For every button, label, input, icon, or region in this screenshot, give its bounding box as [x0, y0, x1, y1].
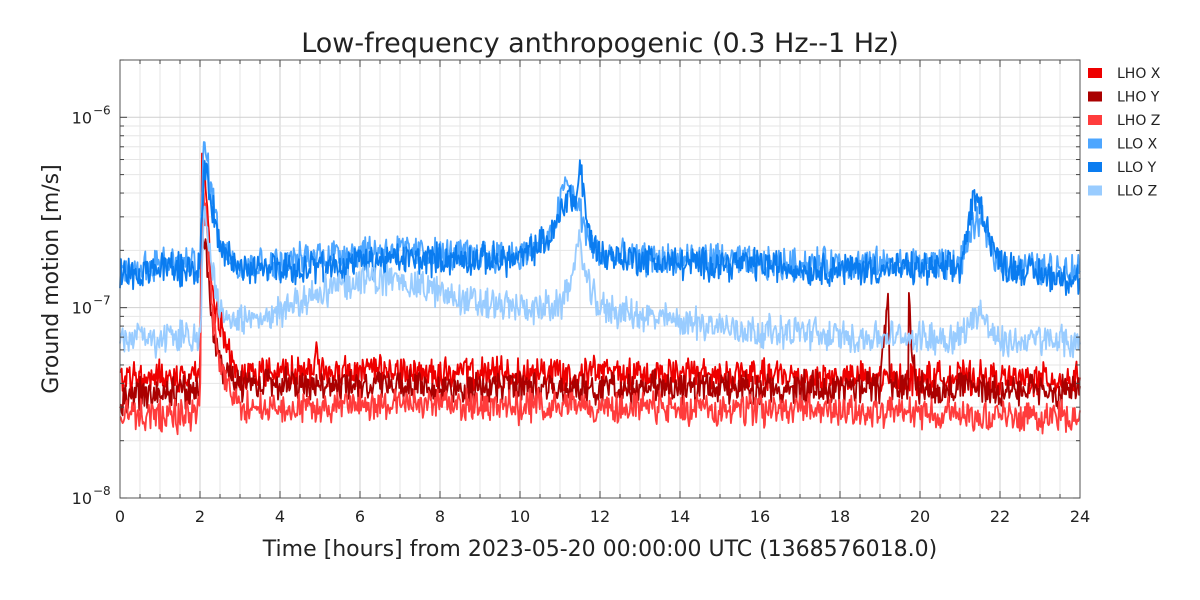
x-tick-label: 20 — [910, 507, 930, 526]
x-tick-label: 4 — [275, 507, 285, 526]
legend-label: LHO Z — [1117, 113, 1160, 129]
x-tick-label: 18 — [830, 507, 850, 526]
x-tick-label: 24 — [1070, 507, 1090, 526]
legend-swatch — [1088, 68, 1102, 78]
x-tick-label: 14 — [670, 507, 690, 526]
legend-label: LHO Y — [1117, 90, 1160, 106]
x-tick-label: 22 — [990, 507, 1010, 526]
x-tick-labels: 0 2 4 6 8 10 12 14 16 18 20 22 24 — [115, 507, 1090, 526]
legend-swatch — [1088, 115, 1102, 125]
ticks — [120, 59, 1080, 499]
legend: LHO X LHO Y LHO Z LLO X LLO Y LLO Z — [1088, 66, 1161, 200]
x-tick-label: 2 — [195, 507, 205, 526]
y-tick-label: 10 — [72, 489, 92, 508]
series-line-lho-z — [119, 185, 1081, 436]
legend-label: LHO X — [1117, 66, 1161, 82]
legend-swatch — [1088, 138, 1102, 149]
chart-title: Low-frequency anthropogenic (0.3 Hz--1 H… — [301, 28, 899, 59]
x-tick-label: 16 — [750, 507, 770, 526]
y-tick-exponent: −8 — [93, 484, 111, 498]
legend-swatch — [1088, 91, 1102, 102]
legend-swatch — [1088, 162, 1102, 172]
series-line-lho-y — [119, 205, 1081, 417]
x-axis-label: Time [hours] from 2023-05-20 00:00:00 UT… — [262, 537, 937, 562]
x-tick-label: 8 — [435, 507, 445, 526]
y-tick-label: 10 — [72, 299, 92, 318]
y-tick-exponent: −7 — [93, 294, 111, 308]
series-lines — [119, 141, 1081, 436]
y-tick-label: 10 — [72, 108, 92, 127]
x-tick-label: 6 — [355, 507, 365, 526]
legend-label: LLO Y — [1117, 160, 1157, 176]
legend-label: LLO Z — [1117, 184, 1157, 200]
y-axis-label: Ground motion [m/s] — [39, 164, 64, 393]
x-tick-label: 0 — [115, 507, 125, 526]
x-tick-label: 10 — [510, 507, 530, 526]
y-tick-exponent: −6 — [93, 103, 111, 117]
y-tick-labels: 10−810−710−6 — [72, 103, 111, 508]
legend-label: LLO X — [1117, 137, 1158, 153]
series-line-llo-z — [119, 205, 1081, 359]
grid — [120, 60, 1080, 498]
legend-swatch — [1088, 185, 1102, 196]
series-line-llo-y — [119, 159, 1081, 297]
x-tick-label: 12 — [590, 507, 610, 526]
